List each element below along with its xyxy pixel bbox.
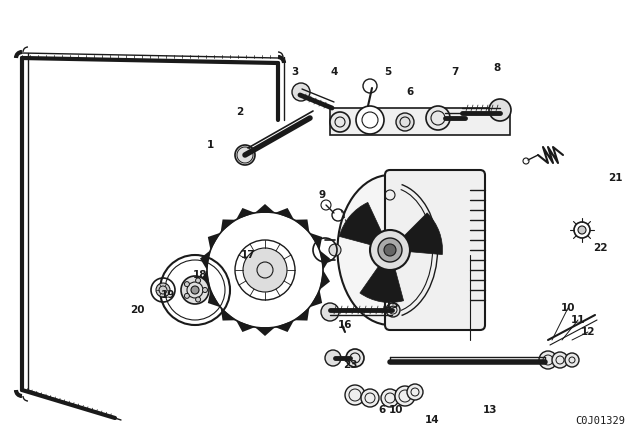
Polygon shape xyxy=(208,233,221,250)
Wedge shape xyxy=(390,213,442,254)
Circle shape xyxy=(381,389,399,407)
Circle shape xyxy=(325,350,341,366)
Circle shape xyxy=(539,351,557,369)
Polygon shape xyxy=(236,208,255,220)
Circle shape xyxy=(356,106,384,134)
Circle shape xyxy=(552,352,568,368)
Text: 1: 1 xyxy=(206,140,214,150)
Polygon shape xyxy=(236,320,255,332)
Text: 3: 3 xyxy=(291,67,299,77)
Text: 13: 13 xyxy=(483,405,497,415)
FancyBboxPatch shape xyxy=(385,170,485,330)
Polygon shape xyxy=(255,204,275,213)
Circle shape xyxy=(370,230,410,270)
Text: 11: 11 xyxy=(571,315,585,325)
Text: 17: 17 xyxy=(241,250,255,260)
Circle shape xyxy=(235,145,255,165)
Circle shape xyxy=(386,303,400,317)
Circle shape xyxy=(202,288,207,293)
Circle shape xyxy=(243,248,287,292)
Text: 9: 9 xyxy=(319,190,326,200)
Polygon shape xyxy=(255,327,275,336)
Circle shape xyxy=(578,226,586,234)
Circle shape xyxy=(565,353,579,367)
Wedge shape xyxy=(360,250,404,302)
Ellipse shape xyxy=(337,175,442,325)
Circle shape xyxy=(330,112,350,132)
Polygon shape xyxy=(330,108,510,135)
Text: 12: 12 xyxy=(580,327,595,337)
Text: 18: 18 xyxy=(193,270,207,280)
Circle shape xyxy=(156,283,170,297)
Circle shape xyxy=(407,384,423,400)
Polygon shape xyxy=(200,250,211,270)
Circle shape xyxy=(489,99,511,121)
Text: 5: 5 xyxy=(385,67,392,77)
Text: C0J01329: C0J01329 xyxy=(575,416,625,426)
Circle shape xyxy=(345,385,365,405)
Circle shape xyxy=(321,303,339,321)
Polygon shape xyxy=(200,270,211,290)
Text: 21: 21 xyxy=(608,173,622,183)
Circle shape xyxy=(395,386,415,406)
Text: 4: 4 xyxy=(330,67,338,77)
Circle shape xyxy=(191,286,199,294)
Circle shape xyxy=(184,282,189,287)
Circle shape xyxy=(329,244,341,256)
Text: 10: 10 xyxy=(561,303,575,313)
Text: 10: 10 xyxy=(388,405,403,415)
Wedge shape xyxy=(339,202,390,250)
Circle shape xyxy=(384,244,396,256)
Circle shape xyxy=(196,297,200,302)
Polygon shape xyxy=(275,208,294,220)
Text: 15: 15 xyxy=(385,300,399,310)
Polygon shape xyxy=(319,250,330,270)
Polygon shape xyxy=(294,220,309,233)
Text: 2: 2 xyxy=(236,107,244,117)
Circle shape xyxy=(346,349,364,367)
Polygon shape xyxy=(275,320,294,332)
Circle shape xyxy=(426,106,450,130)
Text: 8: 8 xyxy=(493,63,500,73)
Circle shape xyxy=(378,238,402,262)
Text: 7: 7 xyxy=(451,67,459,77)
Polygon shape xyxy=(319,270,330,290)
Circle shape xyxy=(361,389,379,407)
Text: 16: 16 xyxy=(338,320,352,330)
Text: 20: 20 xyxy=(130,305,144,315)
Polygon shape xyxy=(309,290,322,307)
Text: 23: 23 xyxy=(343,360,357,370)
Circle shape xyxy=(181,276,209,304)
Circle shape xyxy=(396,113,414,131)
Polygon shape xyxy=(208,290,221,307)
Circle shape xyxy=(292,83,310,101)
Polygon shape xyxy=(309,233,322,250)
Polygon shape xyxy=(221,307,236,321)
Text: 14: 14 xyxy=(425,415,439,425)
Text: 22: 22 xyxy=(593,243,607,253)
Polygon shape xyxy=(221,220,236,233)
Text: 19: 19 xyxy=(161,290,175,300)
Circle shape xyxy=(184,293,189,298)
Circle shape xyxy=(196,278,200,283)
Polygon shape xyxy=(294,307,309,321)
Text: 6: 6 xyxy=(378,405,386,415)
Text: 6: 6 xyxy=(406,87,413,97)
